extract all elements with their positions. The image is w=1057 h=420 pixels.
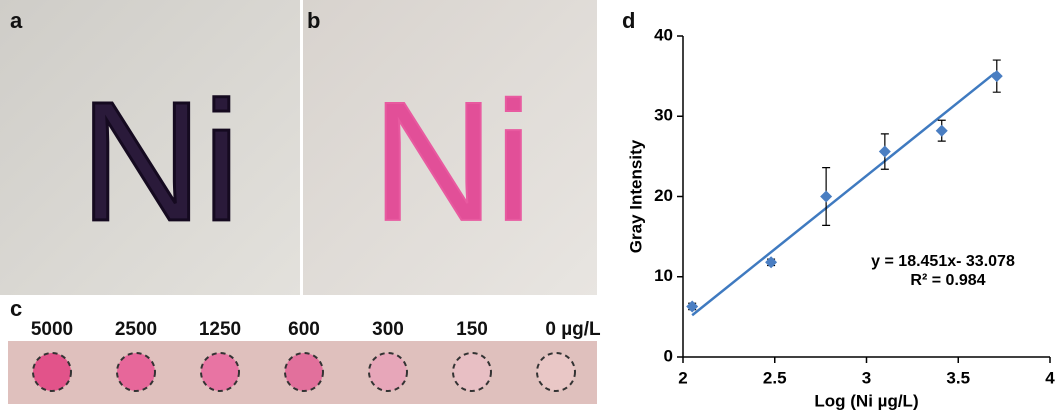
spot bbox=[369, 353, 407, 391]
x-axis-label: Log (Ni µg/L) bbox=[814, 391, 918, 410]
y-tick-label: 20 bbox=[654, 186, 673, 205]
annotation: R² = 0.984 bbox=[910, 272, 985, 289]
spot-label: 5000 bbox=[31, 319, 73, 340]
panel-label: a bbox=[10, 8, 23, 33]
point bbox=[879, 146, 891, 158]
spot bbox=[33, 353, 71, 391]
spot bbox=[537, 353, 575, 391]
spot-label: 150 bbox=[456, 319, 488, 340]
point bbox=[765, 256, 777, 268]
point bbox=[820, 191, 832, 203]
panel-label: b bbox=[307, 8, 320, 33]
spot-label: 600 bbox=[288, 319, 320, 340]
panel-label: d bbox=[622, 8, 635, 33]
chart: 0 10 20 30 40 2 2.5 3 3.5 4 Log (Ni µg/L) Gray Inte… bbox=[626, 25, 1055, 410]
spot-label: 1250 bbox=[199, 319, 241, 340]
x-tick-label: 3 bbox=[862, 368, 871, 387]
photo-a-text: Ni bbox=[80, 67, 241, 257]
photo-b-text: Ni bbox=[372, 67, 533, 257]
figure: Ni Ni a b c d 5000250012506003001500 µg/… bbox=[0, 0, 1057, 415]
x-tick-label: 2 bbox=[678, 368, 687, 387]
x-tick-label: 2.5 bbox=[763, 368, 787, 387]
spot bbox=[285, 353, 323, 391]
spot bbox=[453, 353, 491, 391]
point bbox=[991, 70, 1003, 82]
y-tick-label: 30 bbox=[654, 106, 673, 125]
spot-label: 2500 bbox=[115, 319, 157, 340]
spot-label: 300 bbox=[372, 319, 404, 340]
panel-label: c bbox=[10, 296, 22, 321]
y-tick-label: 40 bbox=[654, 25, 673, 44]
spot bbox=[117, 353, 155, 391]
x-tick-label: 4 bbox=[1045, 368, 1055, 387]
annotation: y = 18.451x- 33.078 bbox=[871, 253, 1015, 270]
y-tick-label: 0 bbox=[664, 346, 673, 365]
spot bbox=[201, 353, 239, 391]
spot-label: 0 µg/L bbox=[545, 319, 601, 340]
x-tick-label: 3.5 bbox=[946, 368, 970, 387]
point bbox=[936, 125, 948, 137]
y-tick-label: 10 bbox=[654, 266, 673, 285]
y-axis-label: Gray Intensity bbox=[626, 139, 645, 253]
